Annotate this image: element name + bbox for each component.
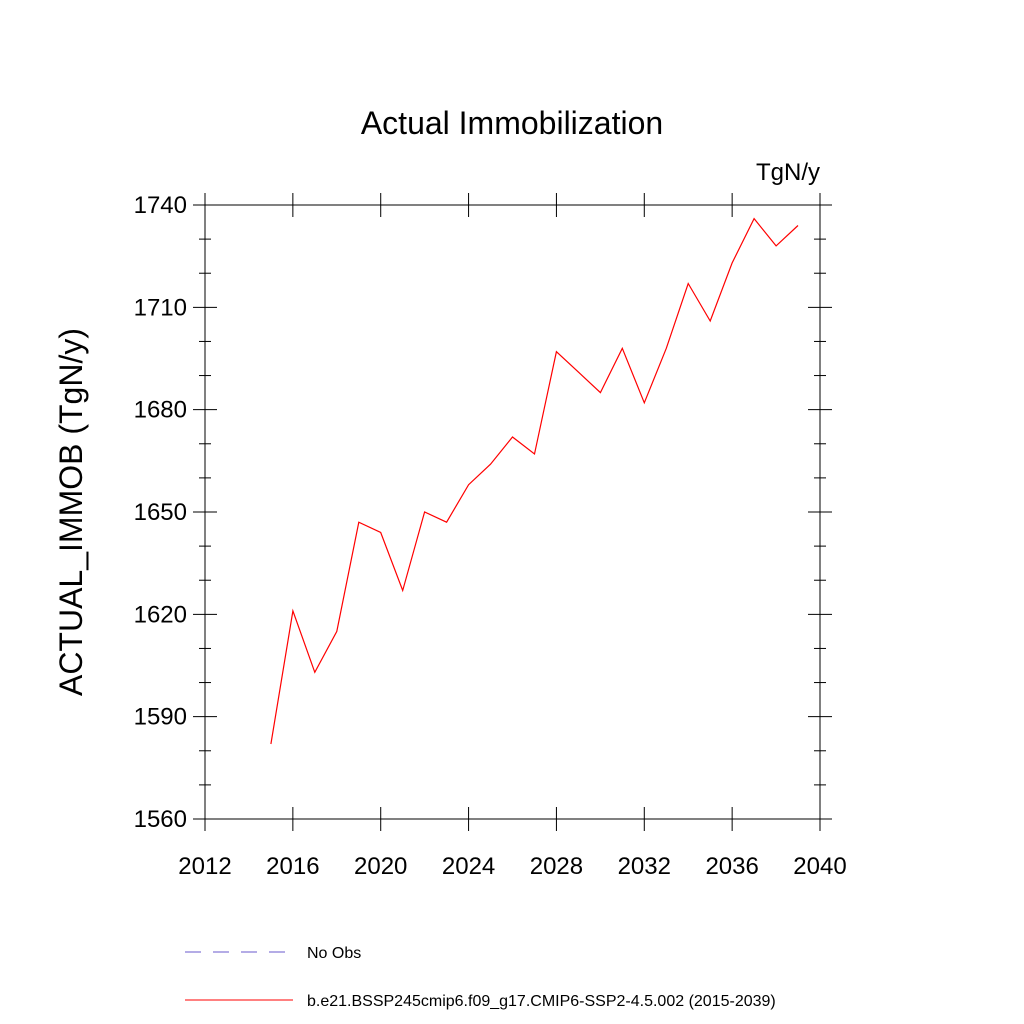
y-tick-label: 1710: [134, 294, 187, 321]
x-tick-label: 2012: [178, 853, 231, 880]
x-tick-label: 2020: [354, 853, 407, 880]
legend-label: b.e21.BSSP245cmip6.f09_g17.CMIP6-SSP2-4.…: [307, 993, 776, 1010]
series-line: [270, 217, 799, 745]
x-tick-label: 2024: [442, 853, 495, 880]
x-tick-label: 2028: [530, 853, 583, 880]
x-tick-label: 2032: [618, 853, 671, 880]
x-tick-label: 2016: [266, 853, 319, 880]
y-tick-label: 1650: [134, 499, 187, 526]
y-axis: 1560 1590 1620 1650 1680 1710 1740: [134, 192, 832, 833]
y-tick-label: 1740: [134, 192, 187, 219]
chart-title: Actual Immobilization: [361, 105, 663, 141]
y-axis-label: ACTUAL_IMMOB (TgN/y): [53, 328, 89, 696]
units-label: TgN/y: [756, 159, 820, 186]
legend: No Obs b.e21.BSSP245cmip6.f09_g17.CMIP6-S…: [185, 945, 776, 1010]
plot-series: [270, 217, 799, 745]
y-tick-label: 1560: [134, 806, 187, 833]
y-tick-label: 1680: [134, 397, 187, 424]
y-tick-label: 1590: [134, 704, 187, 731]
x-tick-label: 2036: [705, 853, 758, 880]
legend-label: No Obs: [307, 945, 361, 962]
plot-frame: [204, 204, 821, 820]
x-axis: 2012 2016 2020 2024 2028 2032 2036 2040: [178, 193, 847, 880]
x-tick-label: 2040: [793, 853, 846, 880]
y-tick-label: 1620: [134, 601, 187, 628]
